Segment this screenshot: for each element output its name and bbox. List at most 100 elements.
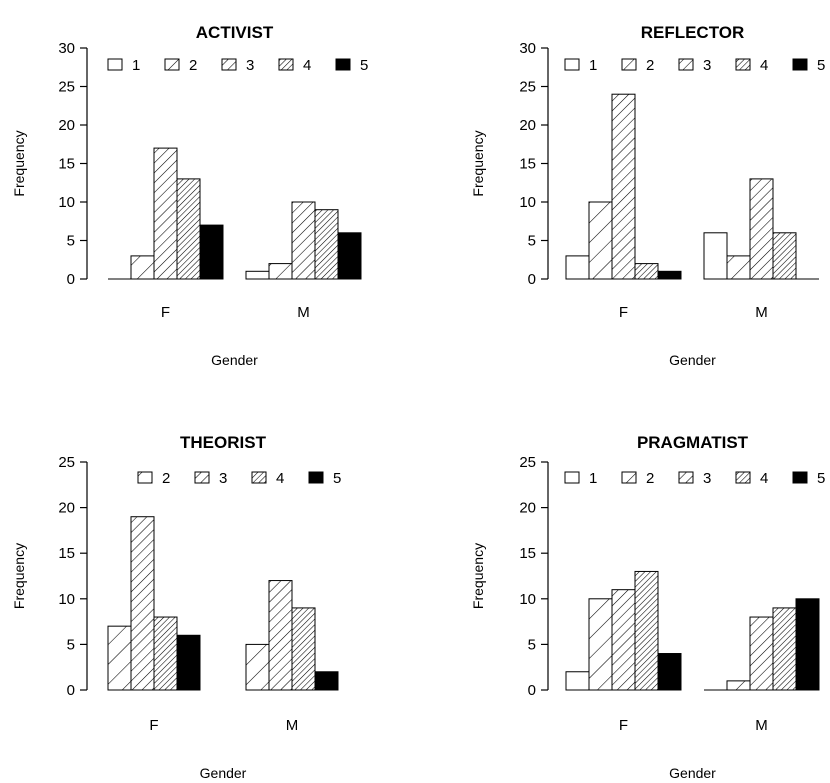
x-tick-label: F — [619, 717, 628, 734]
x-tick-label: M — [297, 304, 310, 321]
bar-m-3 — [749, 178, 774, 280]
x-axis-label: Gender — [211, 352, 258, 368]
chart-panel-theorist: THEORIST 0 5 10 15 20 25 Frequency F M Gender 2 3 4 5 — [11, 433, 341, 781]
bar-m-4 — [772, 607, 797, 691]
legend-label-2: 2 — [646, 57, 654, 74]
legend-label-5: 5 — [817, 470, 825, 487]
x-tick-label: F — [149, 717, 158, 734]
chart-panel-activist: ACTIVIST 0 5 10 15 20 25 30 Frequency F M Gender 1 2 3… — [11, 23, 368, 368]
bar-m-5 — [337, 232, 362, 280]
legend: 1 2 3 4 5 — [564, 470, 825, 487]
legend-label-2: 2 — [162, 470, 170, 487]
x-axis-label: Gender — [200, 765, 247, 778]
legend-label-3: 3 — [246, 57, 254, 74]
y-axis-label: Frequency — [470, 130, 486, 196]
bar-m-3 — [268, 580, 293, 691]
legend-swatch-4 — [251, 471, 267, 484]
x-tick-label: M — [755, 717, 768, 734]
y-tick-label: 5 — [67, 636, 75, 653]
legend-swatch-2 — [137, 471, 153, 484]
chart-panel-pragmatist: PRAGMATIST 0 5 10 15 20 25 Frequency F M Gender 1 2 3… — [470, 433, 825, 781]
bar-m-3 — [291, 201, 316, 280]
y-tick-label: 5 — [67, 233, 75, 250]
y-tick-label: 20 — [519, 117, 536, 134]
legend-label-4: 4 — [303, 57, 311, 74]
legend-swatch-4 — [278, 58, 294, 71]
bar-f-2 — [130, 255, 155, 280]
bar-f-5 — [199, 224, 224, 280]
y-tick-label: 30 — [519, 40, 536, 57]
legend-swatch-4 — [735, 471, 751, 484]
bar-f-3 — [153, 147, 178, 280]
bar-f-5 — [657, 653, 682, 691]
legend: 1 2 3 4 5 — [564, 57, 825, 74]
legend-swatch-5 — [792, 58, 808, 71]
y-tick-label: 15 — [519, 545, 536, 562]
legend-swatch-1 — [564, 58, 580, 71]
legend-label-5: 5 — [817, 57, 825, 74]
y-tick-label: 15 — [519, 156, 536, 173]
y-axis-label: Frequency — [470, 543, 486, 609]
bar-f-3 — [611, 93, 636, 280]
bar-f-3 — [611, 589, 636, 691]
legend-swatch-3 — [221, 58, 237, 71]
y-tick-label: 20 — [58, 500, 75, 517]
legend-label-3: 3 — [703, 470, 711, 487]
bar-m-1 — [703, 232, 728, 280]
bar-f-4 — [176, 178, 201, 280]
bar-f-4 — [634, 263, 659, 280]
legend-swatch-2 — [621, 471, 637, 484]
legend-label-1: 1 — [132, 57, 140, 74]
bar-m-4 — [314, 209, 339, 280]
legend-swatch-5 — [308, 471, 324, 484]
y-tick-label: 25 — [58, 79, 75, 96]
y-tick-label: 0 — [67, 271, 75, 288]
y-axis-label: Frequency — [11, 543, 27, 609]
y-axis-label: Frequency — [11, 130, 27, 196]
y-tick-label: 25 — [58, 454, 75, 471]
bar-f-2 — [588, 201, 613, 280]
bar-m-2 — [268, 263, 293, 280]
legend-label-5: 5 — [333, 470, 341, 487]
y-tick-label: 15 — [58, 156, 75, 173]
x-axis-label: Gender — [669, 352, 716, 368]
legend-swatch-2 — [621, 58, 637, 71]
x-tick-label: F — [161, 304, 170, 321]
legend-swatch-3 — [194, 471, 210, 484]
legend-label-1: 1 — [589, 470, 597, 487]
bar-f-4 — [634, 570, 659, 691]
chart-title: REFLECTOR — [641, 23, 745, 42]
bar-m-2 — [245, 643, 270, 691]
y-tick-label: 30 — [58, 40, 75, 57]
x-tick-label: F — [619, 304, 628, 321]
legend-swatch-5 — [335, 58, 351, 71]
bar-f-5 — [176, 634, 201, 691]
x-tick-label: M — [755, 304, 768, 321]
y-tick-label: 25 — [519, 454, 536, 471]
bar-m-3 — [749, 616, 774, 691]
legend-label-2: 2 — [189, 57, 197, 74]
bar-m-2 — [726, 680, 751, 691]
y-tick-label: 20 — [519, 500, 536, 517]
legend-label-4: 4 — [276, 470, 284, 487]
y-tick-label: 10 — [519, 194, 536, 211]
bar-m-5 — [314, 671, 339, 691]
chart-title: THEORIST — [180, 433, 267, 452]
bar-m-5 — [795, 598, 820, 691]
y-tick-label: 5 — [528, 636, 536, 653]
bar-m-1 — [245, 270, 270, 280]
bar-f-5 — [657, 270, 682, 280]
bar-f-1 — [565, 671, 590, 691]
legend-swatch-1 — [107, 58, 123, 71]
y-tick-label: 10 — [519, 591, 536, 608]
legend-label-3: 3 — [219, 470, 227, 487]
legend-label-4: 4 — [760, 57, 768, 74]
legend-swatch-1 — [564, 471, 580, 484]
y-tick-label: 25 — [519, 79, 536, 96]
legend-swatch-4 — [735, 58, 751, 71]
legend-label-3: 3 — [703, 57, 711, 74]
bar-f-4 — [153, 616, 178, 691]
y-tick-label: 10 — [58, 194, 75, 211]
